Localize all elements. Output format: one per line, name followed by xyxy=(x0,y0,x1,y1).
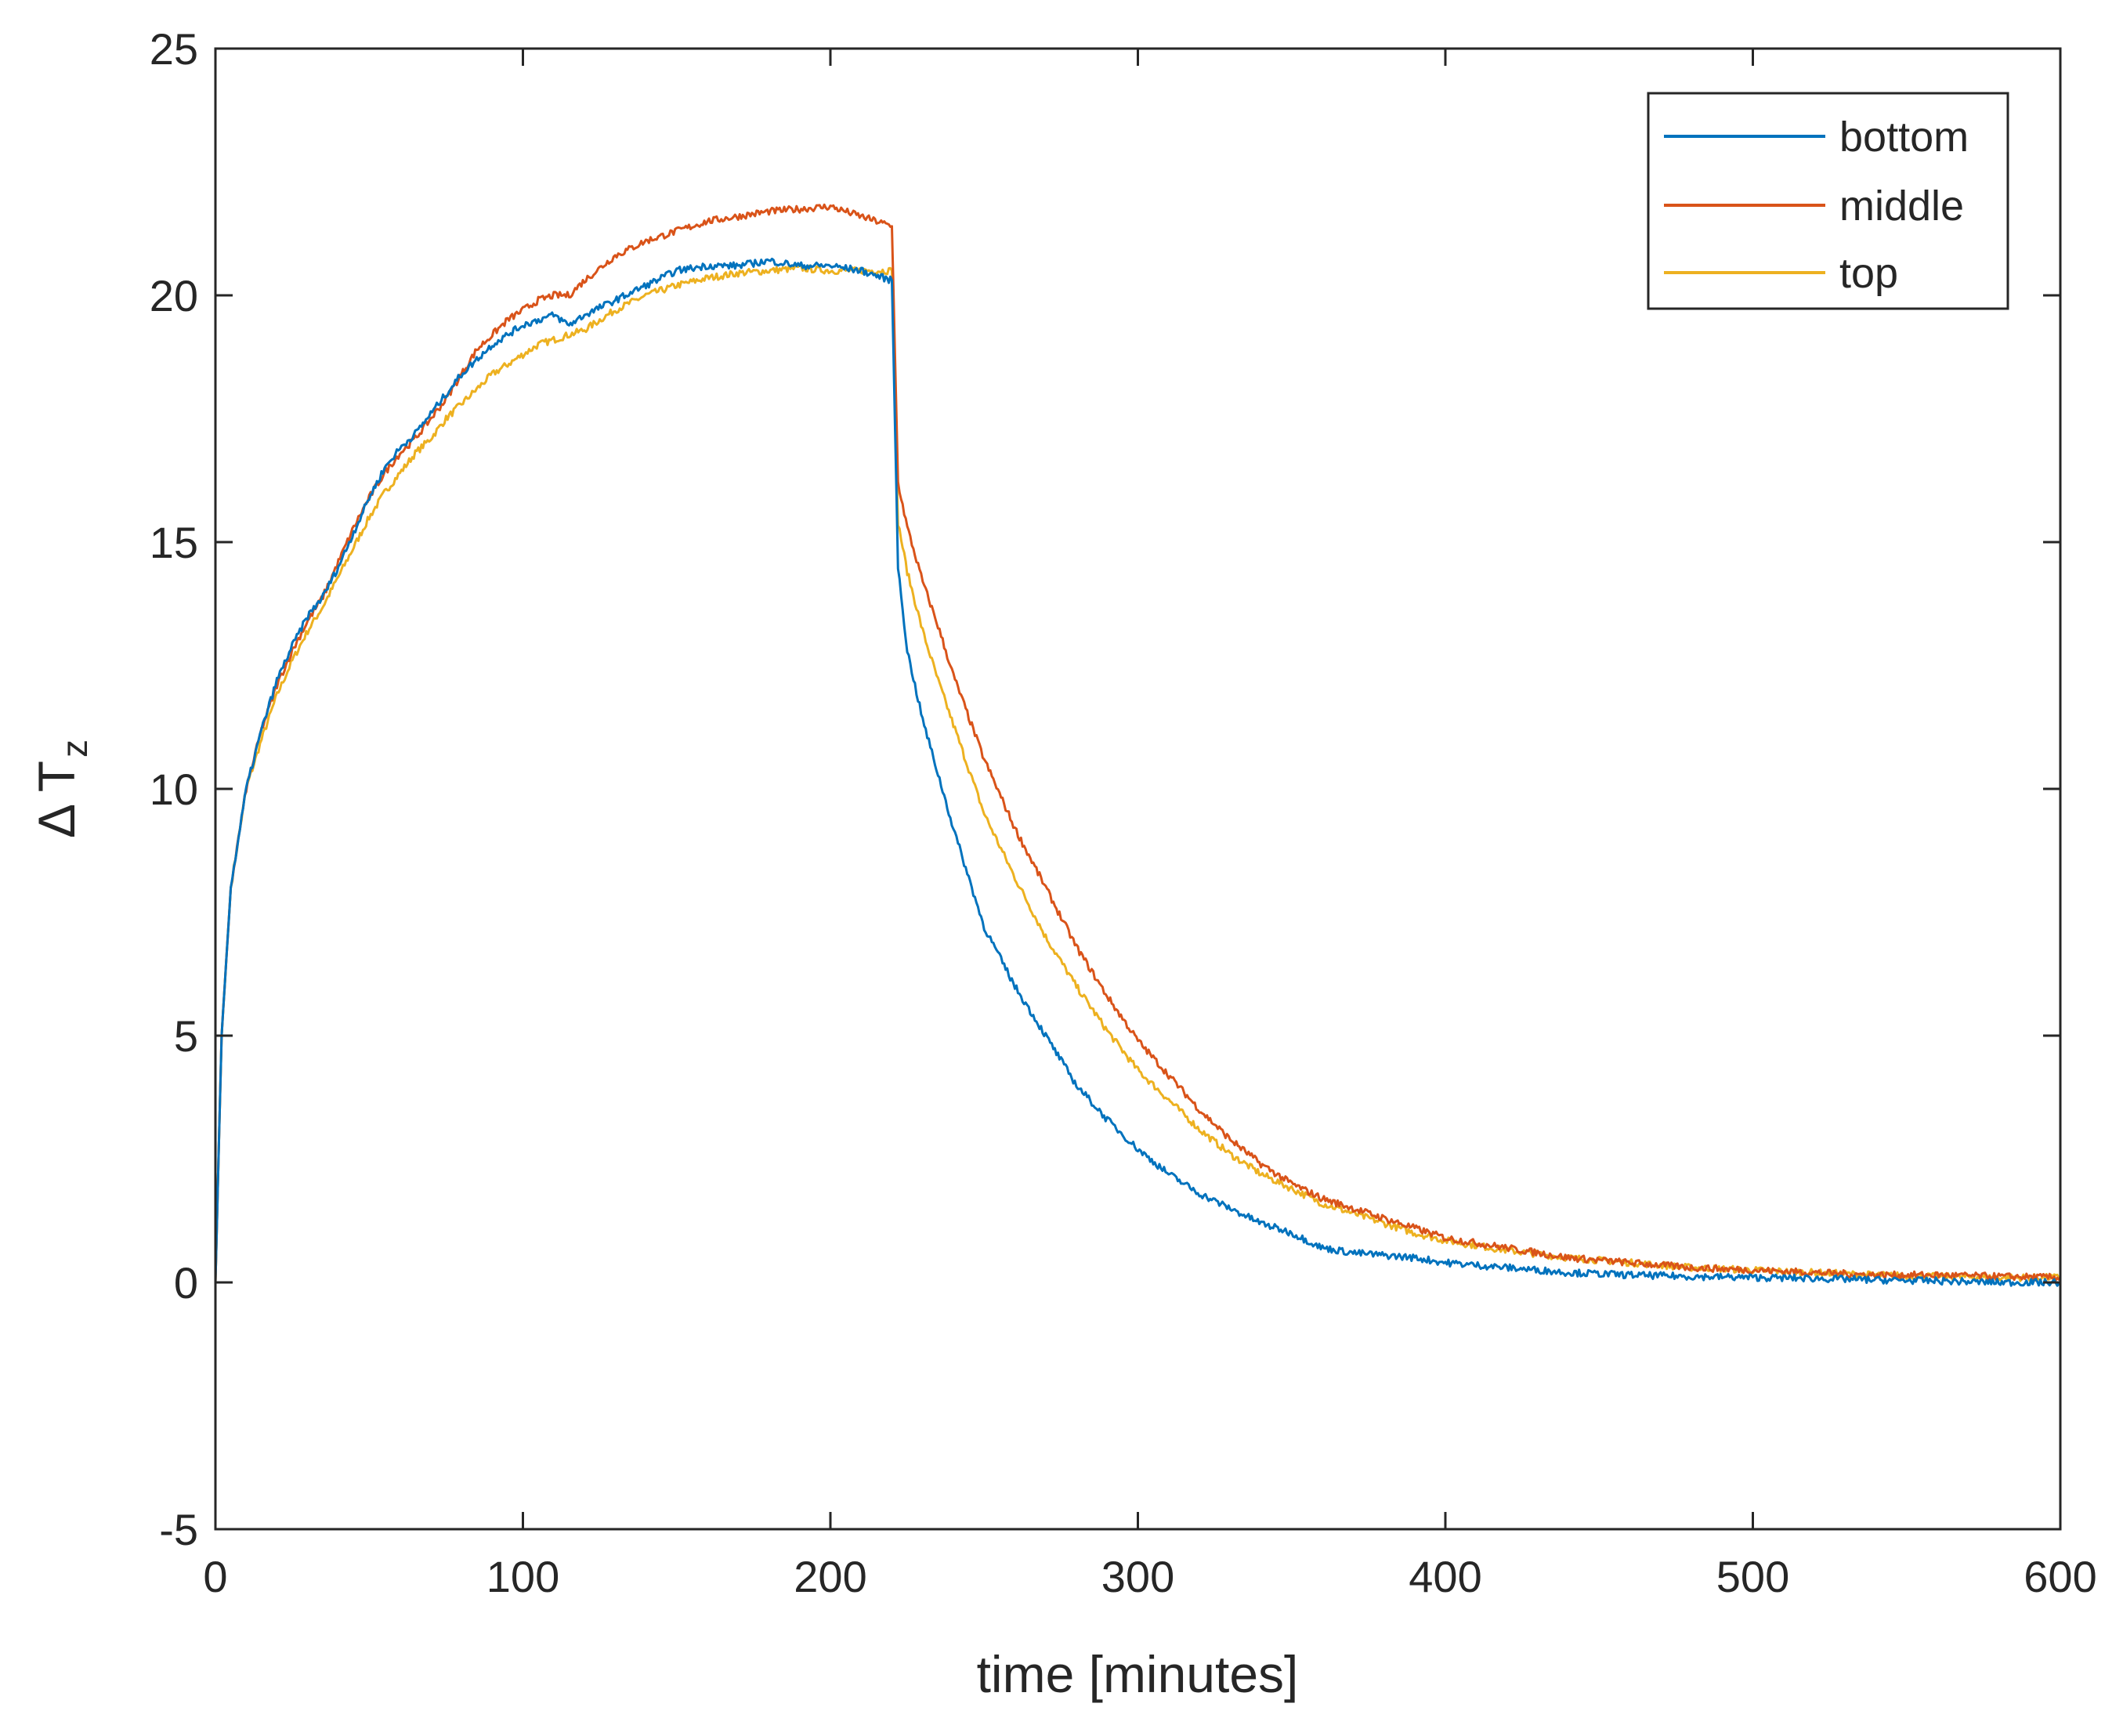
x-tick-label: 500 xyxy=(1716,1552,1789,1601)
x-tick-label: 200 xyxy=(794,1552,866,1601)
svg-text:Δ Tz: Δ T z xyxy=(27,740,95,838)
y-tick-label: -5 xyxy=(159,1505,198,1554)
y-tick-label: 15 xyxy=(150,518,198,567)
y-axis-title-main: Δ T xyxy=(27,761,85,838)
legend-label-middle: middle xyxy=(1839,183,1964,230)
series-layer xyxy=(214,203,2062,1287)
y-tick-label: 0 xyxy=(174,1258,198,1307)
y-tick-label: 10 xyxy=(150,765,198,814)
y-tick-label: 25 xyxy=(150,24,198,74)
x-tick-label: 400 xyxy=(1409,1552,1481,1601)
series-line-bottom xyxy=(214,257,2062,1287)
x-tick-label: 0 xyxy=(203,1552,227,1601)
y-axis-title-subscript: z xyxy=(54,740,95,758)
series-line-middle xyxy=(214,203,2062,1283)
x-tick-label: 300 xyxy=(1101,1552,1174,1601)
legend: bottom middle top xyxy=(1647,92,2009,310)
legend-label-top: top xyxy=(1839,250,1898,297)
x-tick-label: 600 xyxy=(2024,1552,2096,1601)
y-axis-title: Δ T z xyxy=(27,740,95,838)
y-tick-label: 5 xyxy=(174,1011,198,1061)
x-axis-title: time [minutes] xyxy=(977,1645,1299,1703)
legend-label-bottom: bottom xyxy=(1839,114,1969,161)
y-tick-label: 20 xyxy=(150,271,198,320)
x-tick-label: 100 xyxy=(486,1552,559,1601)
